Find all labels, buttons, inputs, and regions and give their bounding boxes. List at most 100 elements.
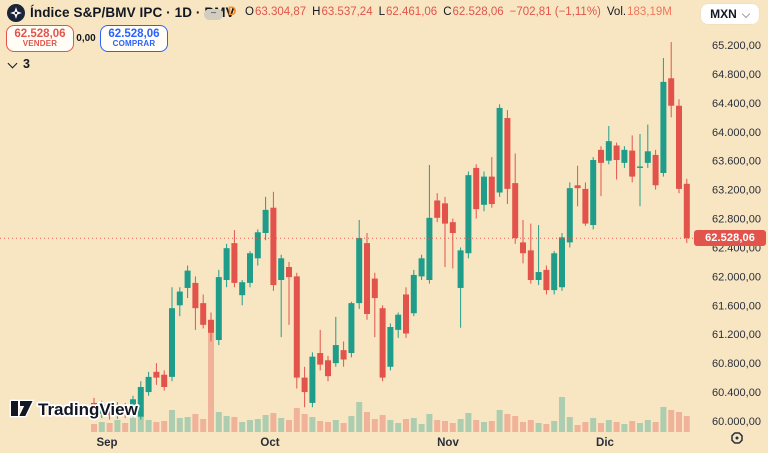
close-label: C: [443, 6, 452, 18]
candle-body: [652, 154, 659, 186]
candle-body: [379, 308, 386, 378]
volume-bar: [481, 422, 487, 432]
candle-body: [598, 149, 604, 163]
candle-body: [605, 141, 612, 161]
candle-body: [559, 237, 565, 288]
candle-body: [481, 176, 487, 205]
price-tick-label: 63.600,00: [712, 156, 761, 168]
volume-bar: [551, 421, 558, 432]
candle-body: [153, 371, 160, 378]
volume-bar: [215, 412, 222, 432]
price-tick-label: 64.800,00: [712, 69, 761, 81]
candle-body: [668, 78, 675, 106]
collapse-legend-button[interactable]: −: [204, 9, 223, 20]
volume-bar: [161, 421, 168, 432]
candle-body: [91, 402, 97, 414]
candle-body: [309, 356, 316, 403]
candle-body: [364, 243, 370, 314]
candle-body: [488, 176, 495, 205]
volume-bar: [309, 417, 316, 432]
compass-icon: [10, 7, 22, 19]
volume-bar: [566, 417, 573, 432]
volume-bar: [239, 422, 246, 432]
volume-bar: [395, 423, 402, 432]
candle-body: [442, 203, 448, 224]
candle-body: [613, 145, 620, 160]
candle-body: [223, 248, 230, 280]
volume-bar: [621, 424, 628, 432]
volume-bar: [231, 417, 238, 432]
volume-bar: [153, 422, 160, 432]
open-label: O: [245, 6, 254, 18]
volume-bar: [512, 416, 519, 432]
chevron-down-icon: [743, 9, 750, 16]
change-value: −702,81 (−1,11%): [509, 6, 601, 18]
volume-bar: [254, 419, 261, 432]
volume-bar: [286, 420, 292, 432]
volume-bar: [559, 397, 565, 432]
candle-body: [215, 277, 222, 341]
candle-body: [262, 209, 269, 233]
candle-body: [574, 185, 581, 189]
axis-settings-button[interactable]: [728, 430, 746, 448]
volume-bar: [613, 422, 620, 432]
candle-body: [169, 308, 175, 377]
volume-bar: [130, 418, 136, 432]
price-axis[interactable]: [694, 30, 768, 425]
price-tick-label: 61.200,00: [712, 329, 761, 341]
volume-bar: [660, 407, 667, 432]
volume-bar: [574, 425, 581, 432]
volume-bar: [527, 420, 534, 432]
volume-bar: [332, 420, 339, 432]
volume-bar: [644, 420, 651, 432]
candle-body: [254, 232, 261, 259]
candle-body: [551, 253, 558, 291]
volume-bar: [176, 418, 183, 432]
candle-body: [457, 250, 464, 288]
candle-body: [176, 291, 183, 306]
volume-label: Vol.: [606, 6, 627, 18]
sell-button[interactable]: 62.528,06 VENDER: [6, 25, 74, 52]
candle-body: [395, 314, 402, 330]
price-tick-label: 62.000,00: [712, 271, 761, 283]
volume-bar: [371, 419, 378, 432]
volume-bar: [293, 408, 300, 432]
sell-label: VENDER: [22, 39, 58, 49]
month-label: Dic: [596, 437, 615, 449]
candle-body: [629, 150, 636, 177]
candle-body: [137, 387, 144, 417]
candle-body: [621, 149, 628, 163]
candle-body: [106, 405, 113, 416]
price-tick-label: 60.400,00: [712, 387, 761, 399]
volume-bar: [676, 412, 682, 432]
candle-body: [449, 222, 456, 233]
volume-bar: [379, 415, 386, 432]
volume-bar: [348, 416, 355, 432]
candle-body: [590, 159, 597, 226]
indicators-toggle[interactable]: 3: [8, 57, 30, 71]
candle-body: [644, 151, 651, 163]
volume-bar: [488, 421, 495, 432]
price-tick-label: 61.600,00: [712, 300, 761, 312]
tradingview-wordmark: TradingView: [38, 400, 139, 419]
volume-bar: [208, 332, 214, 432]
symbol-title[interactable]: Índice S&P/BMV IPC · 1D · BMV: [30, 5, 235, 20]
sell-price: 62.528,06: [14, 28, 66, 41]
volume-bar: [629, 421, 636, 432]
volume-bar: [317, 421, 324, 432]
currency-selector[interactable]: MXN: [701, 4, 759, 24]
volume-bar: [356, 402, 363, 432]
interval-badge[interactable]: D: [228, 6, 237, 18]
candle-body: [317, 353, 324, 365]
buy-button[interactable]: 62.528,06 COMPRAR: [100, 25, 168, 52]
time-axis[interactable]: [0, 432, 694, 451]
buy-label: COMPRAR: [112, 39, 156, 49]
volume-bar: [247, 420, 253, 432]
buy-price: 62.528,06: [108, 28, 160, 41]
tradingview-watermark[interactable]: TradingView: [8, 396, 153, 427]
volume-bar: [668, 410, 675, 432]
symbol-logo-icon[interactable]: [7, 4, 25, 22]
volume-bar: [184, 417, 191, 432]
candle-body: [543, 269, 550, 291]
